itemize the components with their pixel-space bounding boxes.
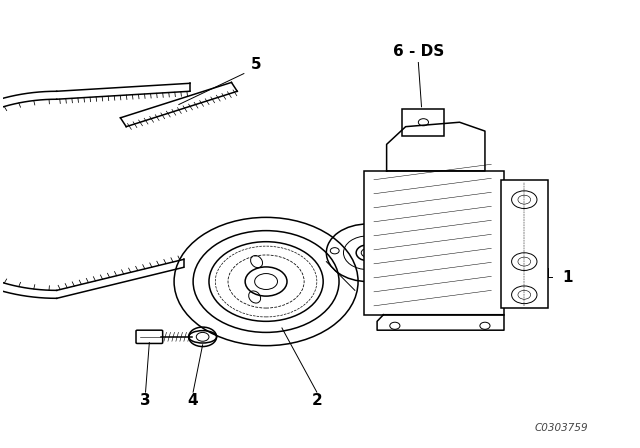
FancyBboxPatch shape: [501, 180, 548, 308]
FancyBboxPatch shape: [403, 109, 444, 135]
Text: 2: 2: [312, 393, 322, 409]
FancyBboxPatch shape: [136, 330, 163, 344]
Text: 1: 1: [562, 270, 573, 284]
Text: 3: 3: [140, 393, 151, 409]
FancyBboxPatch shape: [364, 171, 504, 314]
Text: 5: 5: [252, 57, 262, 72]
Text: 4: 4: [188, 393, 198, 409]
Text: 6 - DS: 6 - DS: [393, 44, 444, 59]
Text: C0303759: C0303759: [534, 422, 588, 432]
